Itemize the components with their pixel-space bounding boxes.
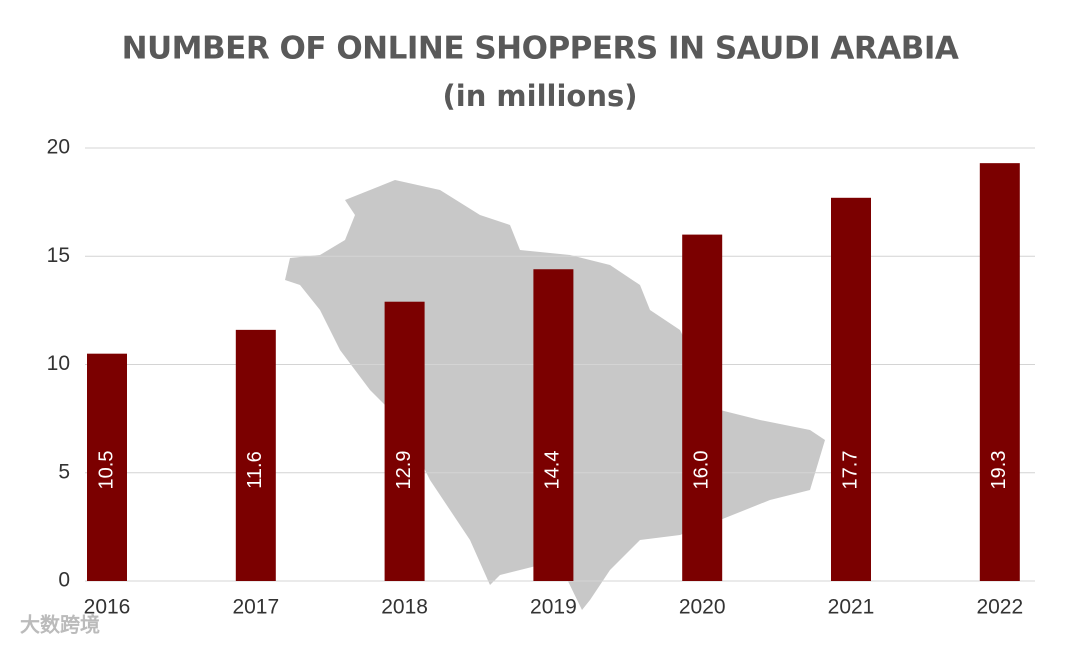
value-label: 10.5: [95, 451, 117, 490]
bar: [384, 301, 425, 581]
value-label: 19.3: [988, 451, 1010, 490]
x-tick-label: 2022: [976, 596, 1023, 619]
watermark: 大数跨境: [20, 612, 100, 636]
bar: [682, 234, 723, 581]
x-tick-label: 2021: [828, 596, 875, 619]
value-label: 17.7: [839, 451, 861, 490]
y-tick-label: 10: [47, 352, 70, 375]
y-tick-label: 0: [58, 569, 70, 592]
value-label: 16.0: [690, 451, 712, 490]
value-label: 11.6: [244, 451, 266, 488]
x-tick-label: 2019: [530, 596, 577, 619]
bar: [87, 353, 127, 581]
chart-title: NUMBER OF ONLINE SHOPPERS IN SAUDI ARABI…: [122, 31, 959, 67]
value-label: 14.4: [542, 451, 564, 490]
bar: [235, 329, 276, 581]
bar: [831, 197, 871, 582]
y-tick-label: 5: [58, 460, 70, 483]
x-tick-label: 2017: [232, 596, 279, 619]
bar: [979, 163, 1020, 581]
y-tick-label: 20: [47, 136, 70, 159]
value-label: 12.9: [393, 451, 415, 490]
chart-subtitle: (in millions): [443, 79, 638, 113]
x-tick-label: 2016: [84, 596, 131, 619]
x-tick-label: 2018: [381, 596, 428, 619]
x-tick-label: 2020: [679, 596, 726, 619]
y-tick-label: 15: [47, 244, 70, 267]
bar: [533, 269, 574, 581]
